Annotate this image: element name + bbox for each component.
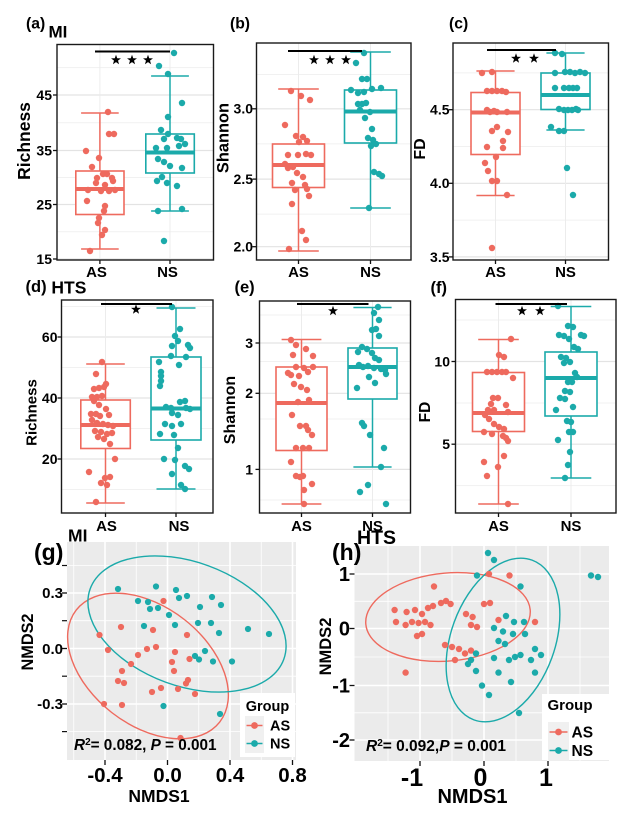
svg-text:AS: AS — [270, 719, 290, 735]
svg-text:1: 1 — [245, 461, 253, 477]
svg-text:0: 0 — [339, 619, 350, 641]
svg-text:(h): (h) — [332, 539, 361, 565]
svg-text:-2: -2 — [332, 730, 350, 752]
svg-text:HTS: HTS — [357, 527, 396, 549]
svg-text:MI: MI — [49, 23, 68, 42]
svg-text:1: 1 — [539, 764, 553, 792]
svg-text:-1: -1 — [401, 764, 423, 792]
svg-text:Shannon: Shannon — [222, 376, 239, 444]
svg-text:0.0: 0.0 — [42, 641, 63, 658]
svg-text:(g): (g) — [34, 539, 63, 565]
svg-text:0.3: 0.3 — [42, 585, 63, 602]
svg-text:AS: AS — [291, 518, 312, 535]
svg-text:R2= 0.092,P = 0.001: R2= 0.092,P = 0.001 — [366, 738, 506, 755]
svg-text:NS: NS — [169, 518, 190, 535]
svg-text:NS: NS — [270, 737, 290, 753]
svg-text:0.8: 0.8 — [278, 764, 307, 787]
svg-text:NS: NS — [572, 743, 594, 760]
svg-text:4.0: 4.0 — [430, 175, 450, 191]
svg-text:NS: NS — [555, 264, 576, 281]
svg-text:5: 5 — [442, 436, 450, 452]
svg-text:(e): (e) — [235, 279, 255, 297]
svg-text:NMDS2: NMDS2 — [317, 618, 335, 676]
svg-text:15: 15 — [36, 251, 52, 267]
svg-text:Richness: Richness — [23, 379, 40, 446]
svg-text:NS: NS — [561, 518, 582, 535]
svg-text:AS: AS — [485, 264, 506, 281]
svg-text:(a): (a) — [26, 16, 45, 33]
svg-text:MI: MI — [68, 526, 87, 546]
svg-text:3.5: 3.5 — [430, 249, 450, 265]
svg-text:AS: AS — [96, 518, 117, 535]
svg-text:Group: Group — [246, 699, 290, 715]
svg-text:0.4: 0.4 — [216, 764, 245, 787]
svg-text:NS: NS — [362, 518, 383, 535]
svg-text:R2= 0.082, P = 0.001: R2= 0.082, P = 0.001 — [74, 737, 217, 754]
svg-text:AS: AS — [86, 264, 107, 281]
svg-text:FD: FD — [417, 402, 434, 423]
svg-text:AS: AS — [288, 264, 309, 281]
svg-text:HTS: HTS — [51, 278, 86, 298]
svg-text:AS: AS — [572, 724, 594, 741]
svg-text:0.0: 0.0 — [153, 764, 182, 787]
svg-text:(d): (d) — [26, 278, 47, 296]
svg-text:25: 25 — [36, 196, 52, 212]
svg-text:AS: AS — [488, 518, 509, 535]
svg-text:-0.3: -0.3 — [37, 696, 63, 713]
svg-text:Richness: Richness — [14, 102, 34, 180]
svg-text:NMDS2: NMDS2 — [19, 614, 37, 671]
svg-text:10: 10 — [434, 353, 450, 369]
svg-text:60: 60 — [42, 329, 58, 345]
svg-text:4.5: 4.5 — [430, 102, 450, 118]
svg-text:3.0: 3.0 — [234, 101, 254, 117]
svg-text:45: 45 — [36, 87, 52, 103]
svg-text:NS: NS — [157, 264, 178, 281]
svg-text:NS: NS — [360, 264, 381, 281]
svg-text:0: 0 — [474, 764, 488, 792]
svg-text:40: 40 — [42, 390, 58, 406]
svg-text:2.5: 2.5 — [234, 171, 254, 187]
svg-text:Group: Group — [548, 697, 593, 714]
svg-text:(c): (c) — [449, 16, 468, 33]
svg-text:20: 20 — [42, 451, 58, 467]
svg-text:2.0: 2.0 — [234, 239, 254, 255]
svg-text:(b): (b) — [230, 16, 250, 33]
svg-text:(f): (f) — [431, 279, 447, 297]
svg-text:NMDS1: NMDS1 — [128, 786, 190, 806]
svg-text:Shannon: Shannon — [215, 103, 233, 173]
svg-text:2: 2 — [245, 385, 253, 401]
svg-text:-1: -1 — [332, 676, 350, 698]
svg-text:1: 1 — [339, 564, 350, 586]
svg-text:3: 3 — [245, 335, 253, 351]
svg-text:35: 35 — [36, 142, 52, 158]
svg-text:-0.4: -0.4 — [87, 764, 123, 787]
svg-text:FD: FD — [412, 138, 429, 159]
svg-text:NMDS1: NMDS1 — [437, 786, 507, 808]
